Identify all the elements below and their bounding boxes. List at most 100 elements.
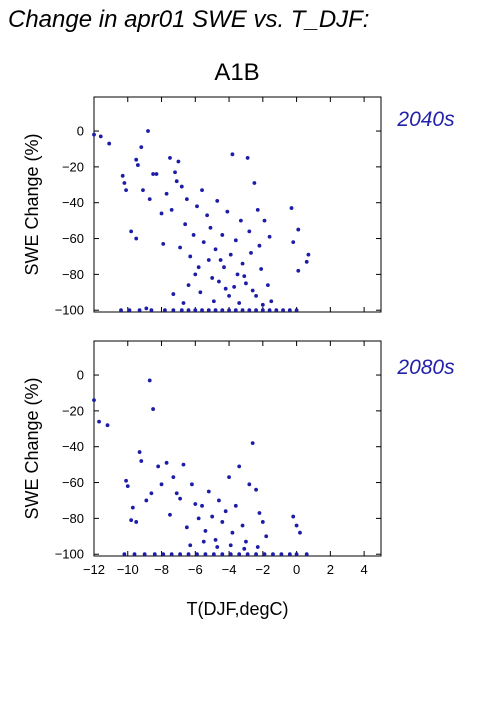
data-point [228,552,233,557]
data-point [227,293,231,298]
data-point [169,207,174,212]
data-point [262,218,267,223]
data-point [144,306,149,311]
data-point [151,407,155,411]
data-point [213,247,218,252]
data-point [163,308,167,313]
data-point [120,173,125,178]
data-point [287,552,292,557]
data-point [235,272,240,277]
data-point [294,552,299,557]
data-point [291,514,296,519]
data-point [215,545,220,549]
y-tick-labels: 0 −20 −40 −60 −80 −100 [55,368,84,562]
data-point [233,308,238,313]
y-tick-label: −80 [62,267,84,282]
data-point [151,172,155,176]
data-point [147,378,152,383]
data-point [260,302,265,307]
data-point [220,520,225,524]
data-point [217,279,221,284]
data-point [149,491,154,496]
data-point [291,240,296,245]
y-tick-label: −20 [62,403,84,418]
data-point [267,308,272,313]
data-point [206,489,211,494]
y-tick-label: −100 [55,547,84,562]
data-point [171,292,176,296]
data-point [252,181,257,185]
panel-label: 2080s [396,356,455,379]
data-point [298,530,302,535]
data-point [220,308,225,313]
data-point [271,552,275,557]
data-point [240,308,245,313]
y-tick-label: −60 [62,475,84,490]
data-point [141,188,145,193]
data-point [129,518,134,523]
data-point [190,482,194,487]
data-point [274,308,279,313]
data-point [169,552,174,557]
data-point [200,308,204,313]
data-point [171,475,176,480]
data-point [254,487,258,492]
data-point [233,238,238,243]
scatter-panel-2080s: 0−20−40−60−80−100 −12 −10 −8 −6 −4 −2 0 2 4 SWE … [22,340,455,619]
data-point [244,281,248,286]
data-point [220,552,225,557]
data-point [92,132,96,137]
data-point [223,509,228,514]
data-point [135,163,140,167]
data-point [149,308,154,313]
data-point [304,259,309,264]
data-point [193,308,198,313]
data-point [220,233,225,237]
data-point [184,525,189,530]
data-point [129,229,134,234]
data-point [213,308,218,313]
data-point [137,308,142,313]
data-point [144,498,149,503]
y-tick-label: −40 [62,195,84,210]
data-point [294,523,299,528]
y-tick-label: −60 [62,231,84,246]
plot-frame [93,340,382,557]
data-point [247,229,252,234]
plot-frame [93,96,382,313]
data-point [260,520,265,524]
data-point [168,512,172,517]
data-point [195,552,199,557]
data-point [191,233,196,237]
data-point [240,523,245,528]
data-point [245,552,250,557]
data-point [178,552,183,557]
x-tick-label: −4 [222,562,237,577]
data-point [254,293,258,298]
data-point [183,222,188,227]
data-point [176,159,181,164]
data-point [244,539,248,544]
y-tick-label: −40 [62,439,84,454]
data-point [245,156,250,160]
data-point [196,265,201,270]
data-point [294,308,299,313]
data-point [269,299,274,304]
data-point [174,491,179,496]
data-point [173,170,177,175]
data-point [122,552,127,557]
data-point [164,460,169,465]
y-tick-label: −80 [62,511,84,526]
data-point [92,398,96,403]
data-point [205,213,210,218]
data-point [265,283,270,288]
x-tick-label: −12 [83,562,105,577]
data-point [188,254,193,259]
data-point [127,308,132,313]
data-point [200,503,204,508]
data-point [260,308,265,313]
figure-title: Change in apr01 SWE vs. T_DJF: [8,6,369,33]
data-point [195,204,199,209]
data-point [134,157,139,162]
